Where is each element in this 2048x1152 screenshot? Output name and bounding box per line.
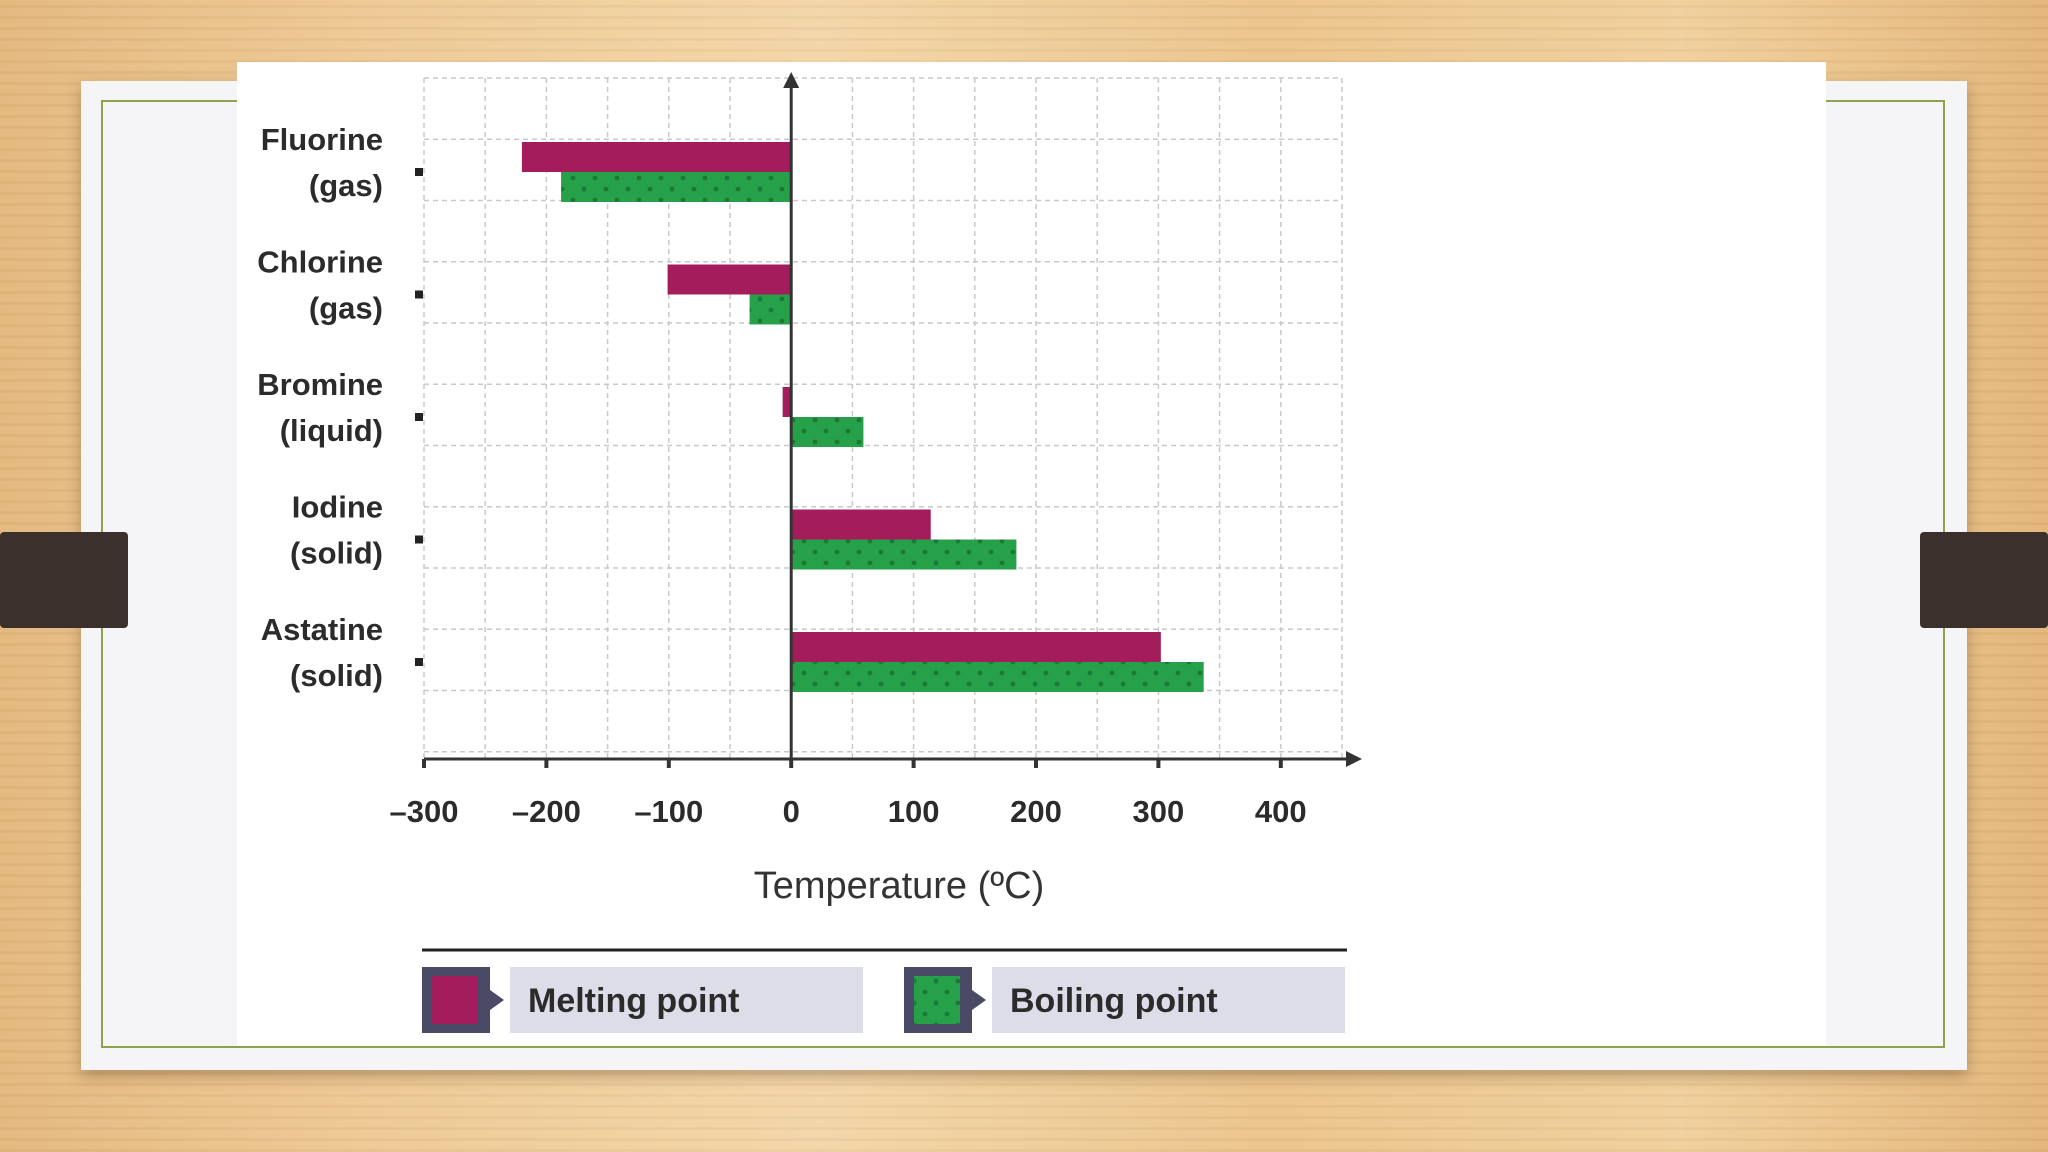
legend-pointer bbox=[972, 990, 986, 1010]
boiling-point-bar bbox=[791, 417, 864, 447]
x-tick-label: –300 bbox=[390, 794, 459, 829]
melting-point-bar bbox=[791, 509, 931, 540]
x-axis-arrow bbox=[1346, 751, 1362, 767]
category-label: (solid) bbox=[290, 658, 383, 693]
x-tick-label: 300 bbox=[1133, 794, 1185, 829]
boiling-point-bar bbox=[749, 294, 792, 325]
legend-melting: Melting point bbox=[422, 967, 863, 1033]
category-label: (gas) bbox=[309, 291, 383, 326]
category-label: Bromine bbox=[257, 367, 383, 402]
legend-label-box bbox=[992, 967, 1345, 1033]
boiling-point-bar bbox=[791, 662, 1204, 692]
x-tick-label: 200 bbox=[1010, 794, 1062, 829]
legend-swatch bbox=[432, 976, 478, 1024]
legend-label: Melting point bbox=[528, 982, 740, 1020]
x-tick-label: –200 bbox=[512, 794, 581, 829]
legend-label: Boiling point bbox=[1010, 982, 1218, 1020]
legend-label-box bbox=[510, 967, 863, 1033]
category-tick bbox=[415, 658, 423, 666]
boiling-point-bar bbox=[561, 172, 792, 202]
category-label: (solid) bbox=[290, 536, 383, 571]
legend-swatch bbox=[914, 976, 960, 1024]
y-axis-arrow bbox=[783, 72, 800, 88]
category-tick bbox=[415, 168, 423, 176]
melting-point-bar bbox=[521, 142, 792, 172]
category-label: (gas) bbox=[309, 168, 383, 203]
melting-point-bar bbox=[667, 264, 792, 295]
category-tick bbox=[415, 290, 423, 299]
category-label: Astatine bbox=[261, 612, 383, 647]
melting-point-bar bbox=[791, 632, 1161, 662]
category-label: Iodine bbox=[292, 490, 383, 525]
left-binder-tab bbox=[0, 532, 128, 628]
category-tick bbox=[415, 535, 423, 544]
x-axis-label: Temperature (ºC) bbox=[754, 865, 1045, 907]
halogen-temperature-chart: Fluorine (gas) Chlorine (gas) Bromine (liquid… bbox=[257, 72, 1362, 1033]
boiling-point-bar bbox=[791, 539, 1017, 570]
category-tick bbox=[415, 413, 423, 421]
x-tick-label: 0 bbox=[783, 794, 800, 829]
category-label: Fluorine bbox=[261, 122, 383, 157]
x-tick-label: –100 bbox=[634, 794, 703, 829]
category-label: Chlorine bbox=[257, 245, 383, 280]
category-label: (liquid) bbox=[280, 413, 383, 448]
right-binder-tab bbox=[1920, 532, 2048, 628]
legend-pointer bbox=[490, 990, 504, 1010]
melting-point-bar bbox=[782, 387, 792, 417]
x-tick-label: 100 bbox=[888, 794, 940, 829]
legend-boiling: Boiling point bbox=[904, 967, 1345, 1033]
chart-panel: Fluorine (gas) Chlorine (gas) Bromine (liquid… bbox=[237, 62, 1826, 1046]
x-tick-label: 400 bbox=[1255, 794, 1307, 829]
